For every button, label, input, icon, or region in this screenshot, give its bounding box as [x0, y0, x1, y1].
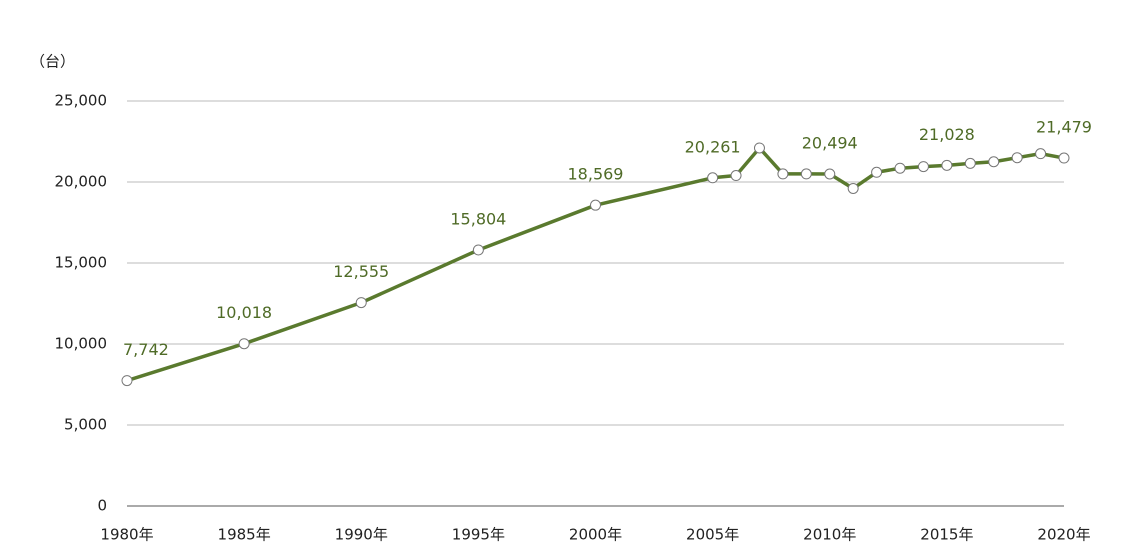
y-tick-label: 20,000	[55, 173, 108, 191]
point	[730, 170, 742, 182]
point	[871, 166, 883, 178]
point	[988, 156, 1000, 168]
x-tick-label: 2020年	[1037, 526, 1090, 544]
data-label: 10,018	[216, 303, 272, 322]
point	[917, 161, 929, 173]
point	[355, 297, 367, 309]
point	[1011, 152, 1023, 164]
point	[800, 168, 812, 180]
point	[1035, 148, 1047, 160]
point	[941, 159, 953, 171]
point	[824, 168, 836, 180]
data-label: 7,742	[123, 340, 169, 359]
x-tick-label: 1985年	[218, 526, 271, 544]
point	[121, 375, 133, 387]
point	[1058, 152, 1070, 164]
y-tick-label: 15,000	[55, 254, 108, 272]
x-tick-label: 1980年	[100, 526, 153, 544]
data-label: 21,479	[1036, 118, 1092, 137]
data-label: 18,569	[568, 165, 624, 184]
x-tick-label: 1990年	[335, 526, 388, 544]
y-tick-label: 25,000	[55, 92, 108, 110]
point	[847, 182, 859, 194]
data-label: 20,261	[685, 137, 741, 156]
point	[707, 172, 719, 184]
y-tick-label: 0	[97, 497, 107, 515]
y-tick-label: 5,000	[64, 416, 107, 434]
data-label: 20,494	[802, 133, 858, 152]
point	[894, 162, 906, 174]
point	[753, 142, 765, 154]
y-axis-label: （台）	[30, 53, 75, 71]
point	[472, 244, 484, 256]
point	[777, 168, 789, 180]
point	[238, 338, 250, 350]
x-tick-label: 2010年	[803, 526, 856, 544]
data-label: 12,555	[333, 262, 389, 281]
x-tick-label: 2000年	[569, 526, 622, 544]
x-tick-label: 2005年	[686, 526, 739, 544]
x-tick-label: 2015年	[920, 526, 973, 544]
y-tick-label: 10,000	[55, 335, 108, 353]
x-tick-label: 1995年	[452, 526, 505, 544]
data-label: 15,804	[450, 209, 506, 228]
data-label: 21,028	[919, 125, 975, 144]
point	[590, 199, 601, 211]
point	[964, 157, 976, 169]
